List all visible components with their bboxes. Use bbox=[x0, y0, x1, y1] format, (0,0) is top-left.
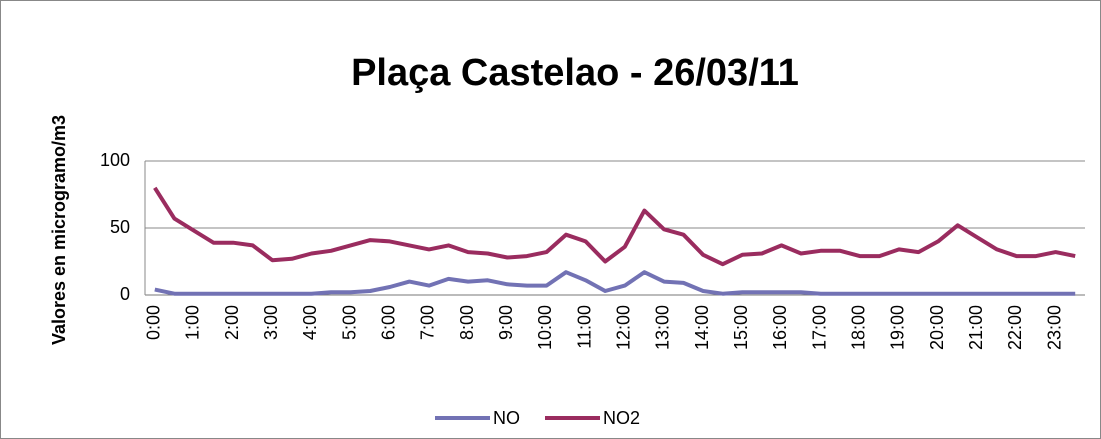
x-tick-label: 20:00 bbox=[927, 305, 947, 350]
x-tick-label: 7:00 bbox=[418, 305, 438, 340]
x-tick-label: 4:00 bbox=[300, 305, 320, 340]
y-tick-label: 100 bbox=[100, 150, 130, 170]
legend-label: NO bbox=[493, 408, 520, 428]
x-tick-label: 12:00 bbox=[614, 305, 634, 350]
y-tick-label: 50 bbox=[110, 217, 130, 237]
chart-title: Plaça Castelao - 26/03/11 bbox=[351, 52, 799, 94]
y-tick-label: 0 bbox=[120, 284, 130, 304]
x-tick-label: 2:00 bbox=[222, 305, 242, 340]
x-tick-label: 11:00 bbox=[574, 305, 594, 349]
x-tick-label: 23:00 bbox=[1044, 305, 1064, 350]
line-series bbox=[153, 186, 1076, 267]
x-tick-label: 21:00 bbox=[966, 305, 986, 350]
x-tick-label: 18:00 bbox=[849, 305, 869, 350]
x-tick-label: 6:00 bbox=[379, 305, 399, 340]
x-tick-label: 3:00 bbox=[261, 305, 281, 340]
x-tick-label: 19:00 bbox=[888, 305, 908, 350]
line-series bbox=[154, 270, 1076, 296]
legend-label: NO2 bbox=[603, 408, 640, 428]
x-tick-label: 0:00 bbox=[144, 305, 164, 340]
x-tick-label: 17:00 bbox=[809, 305, 829, 350]
x-tick-label: 5:00 bbox=[339, 305, 359, 340]
x-tick-label: 1:00 bbox=[183, 305, 203, 340]
y-axis-label: Valores en microgramo/m3 bbox=[49, 115, 69, 345]
x-tick-label: 13:00 bbox=[653, 305, 673, 350]
x-tick-label: 9:00 bbox=[496, 305, 516, 340]
x-tick-label: 8:00 bbox=[457, 305, 477, 340]
x-tick-label: 16:00 bbox=[770, 305, 790, 350]
x-tick-label: 22:00 bbox=[1005, 305, 1025, 350]
x-tick-label: 14:00 bbox=[692, 305, 712, 350]
x-tick-label: 15:00 bbox=[731, 305, 751, 350]
x-tick-label: 10:00 bbox=[535, 305, 555, 350]
